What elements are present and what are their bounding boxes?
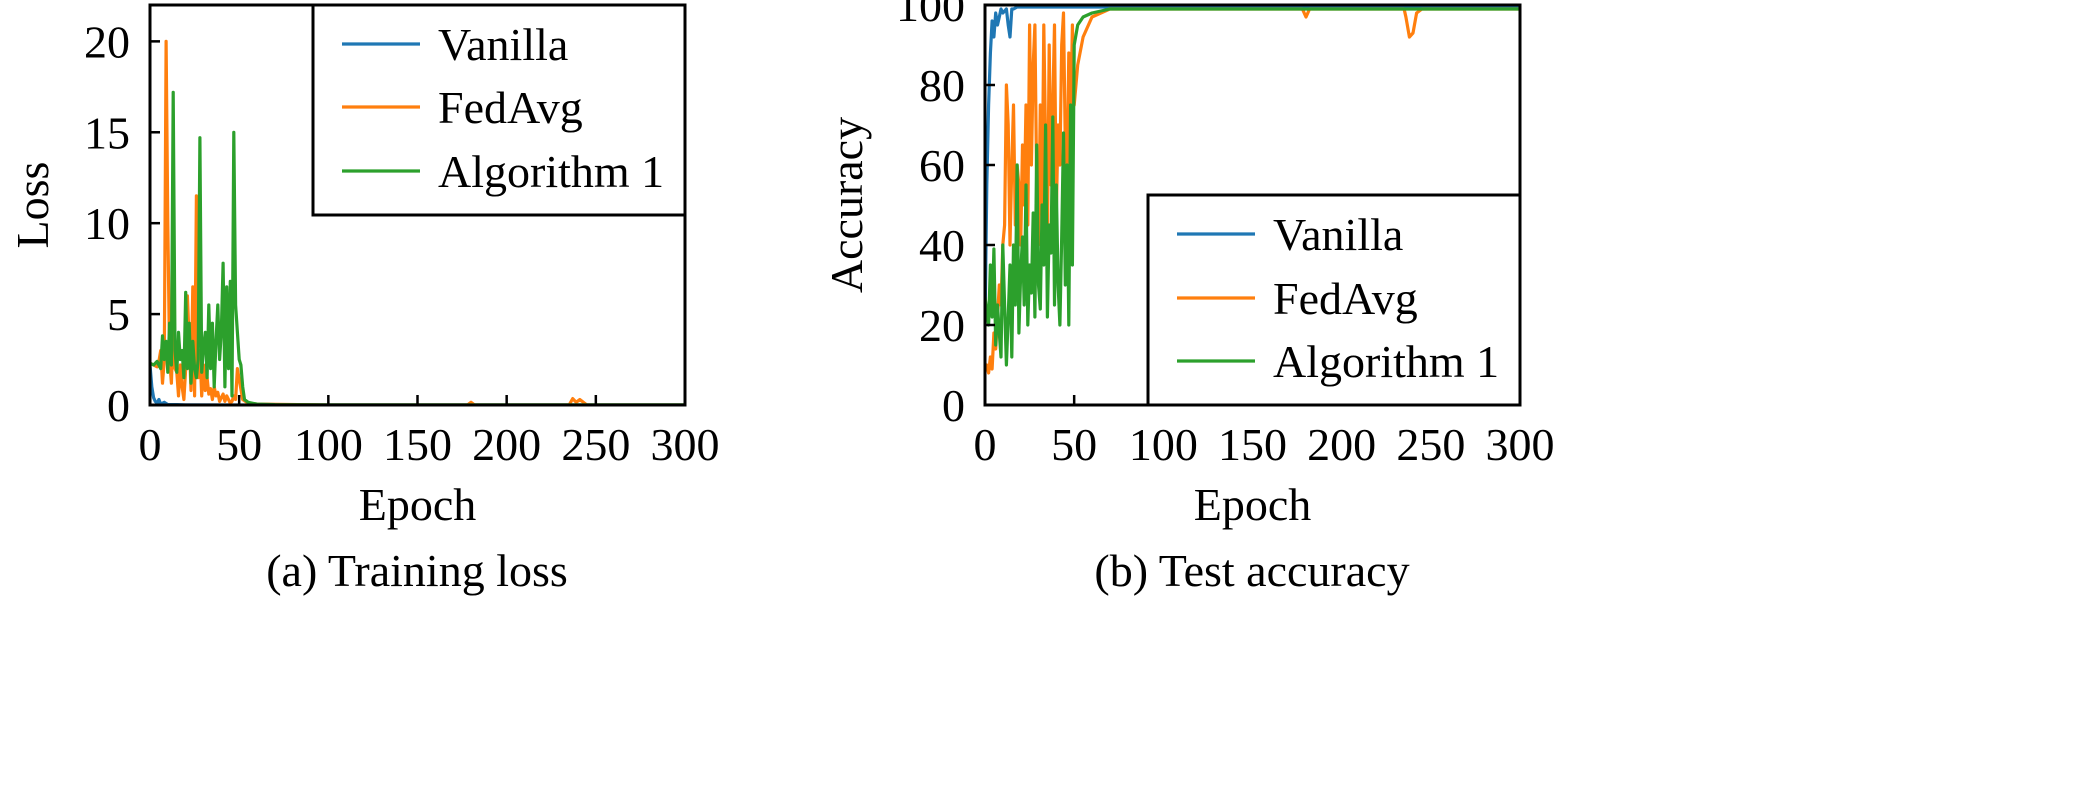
x-tick-label: 300 bbox=[1486, 419, 1555, 470]
y-tick-label: 20 bbox=[84, 16, 130, 67]
x-tick-label: 150 bbox=[383, 419, 452, 470]
x-axis-label: Epoch bbox=[1194, 479, 1312, 530]
panel-a-training-loss: 0 50 100 150 200 250 300 0 5 10 15 20 Epoch Loss (a) T… bbox=[7, 3, 720, 596]
x-tick-label: 50 bbox=[1051, 419, 1097, 470]
legend-label: Algorithm 1 bbox=[438, 146, 664, 197]
y-axis-label: Accuracy bbox=[821, 117, 872, 293]
y-tick-label: 20 bbox=[919, 300, 965, 351]
y-tick-label: 60 bbox=[919, 140, 965, 191]
y-tick-label: 0 bbox=[942, 380, 965, 431]
panel-caption: (b) Test accuracy bbox=[1094, 545, 1409, 596]
legend-box bbox=[311, 3, 687, 217]
y-tick-label: 0 bbox=[107, 380, 130, 431]
y-tick-label: 40 bbox=[919, 220, 965, 271]
legend: Vanilla FedAvg Algorithm 1 bbox=[1146, 193, 1522, 407]
series-line-algorithm-1 bbox=[150, 90, 685, 405]
y-tick-label: 5 bbox=[107, 289, 130, 340]
x-tick-label: 100 bbox=[1129, 419, 1198, 470]
y-tick-label: 80 bbox=[919, 60, 965, 111]
x-tick-label: 150 bbox=[1218, 419, 1287, 470]
x-tick-label: 100 bbox=[294, 419, 363, 470]
panel-caption: (a) Training loss bbox=[266, 545, 568, 596]
x-tick-label: 0 bbox=[974, 419, 997, 470]
y-axis-label: Loss bbox=[7, 162, 58, 249]
legend-box bbox=[1146, 193, 1522, 407]
series-line-vanilla bbox=[985, 5, 1520, 326]
panel-b-test-accuracy: 0 50 100 150 200 250 300 0 20 40 60 80 100 Epoch Accur… bbox=[821, 0, 1555, 596]
legend-label: Algorithm 1 bbox=[1273, 336, 1499, 387]
x-tick-label: 250 bbox=[561, 419, 630, 470]
legend: Vanilla FedAvg Algorithm 1 bbox=[311, 3, 687, 217]
series-line-algorithm-1 bbox=[985, 7, 1520, 367]
y-tick-label: 100 bbox=[896, 0, 965, 31]
x-tick-label: 200 bbox=[472, 419, 541, 470]
x-axis-label: Epoch bbox=[359, 479, 477, 530]
legend-label: Vanilla bbox=[1273, 209, 1403, 260]
legend-label: FedAvg bbox=[438, 82, 583, 133]
y-tick-label: 15 bbox=[84, 107, 130, 158]
x-tick-label: 250 bbox=[1396, 419, 1465, 470]
x-tick-label: 300 bbox=[651, 419, 720, 470]
legend-label: Vanilla bbox=[438, 19, 568, 70]
legend-label: FedAvg bbox=[1273, 273, 1418, 324]
x-tick-label: 50 bbox=[216, 419, 262, 470]
x-tick-label: 200 bbox=[1307, 419, 1376, 470]
x-tick-label: 0 bbox=[139, 419, 162, 470]
y-tick-label: 10 bbox=[84, 198, 130, 249]
